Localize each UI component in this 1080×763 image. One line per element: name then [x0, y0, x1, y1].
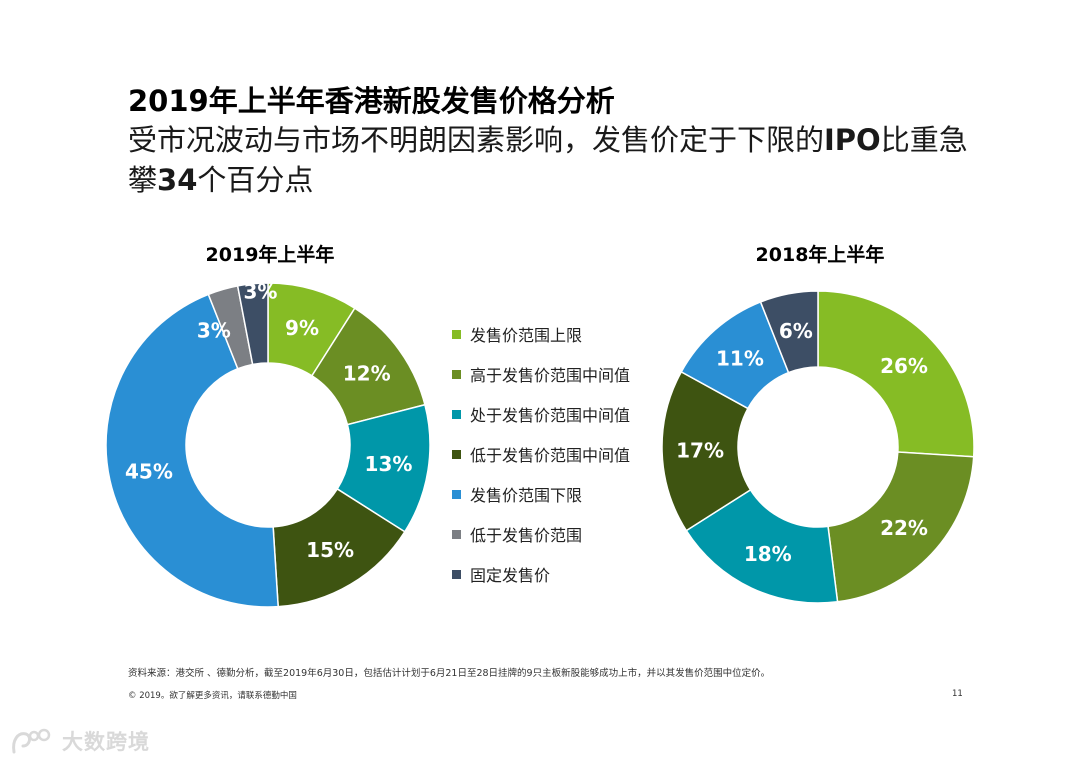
- legend-swatch: [452, 449, 461, 459]
- chart-2018-title: 2018年上半年: [755, 244, 885, 266]
- legend-label: 发售价范围上限: [470, 326, 583, 345]
- page-subtitle: 受市况波动与市场不明朗因素影响，发售价定于下限的IPO比重急攀34个百分点: [128, 120, 988, 200]
- watermark-text: 大数跨境: [62, 730, 150, 754]
- legend-item: 低于发售价范围中间值: [452, 434, 682, 474]
- donut-2018-label-3: 18%: [744, 542, 792, 566]
- subtitle-part1: 受市况波动与市场不明朗因素影响，发售价定于下限的: [128, 123, 825, 157]
- donut-2018-label-2: 22%: [880, 516, 928, 540]
- legend-label: 固定发售价: [470, 566, 551, 585]
- legend-swatch: [452, 489, 461, 499]
- footer-source: 资料来源：港交所 、德勤分析，截至2019年6月30日，包括估计计划于6月21日…: [128, 668, 771, 679]
- donut-2018-slice-4: [661, 370, 752, 532]
- donut-2019-label-7: 3%: [243, 280, 277, 304]
- donut-2018-label-5: 11%: [716, 346, 764, 370]
- subtitle-ipo: IPO: [824, 123, 881, 157]
- title-block: 2019年上半年香港新股发售价格分析 受市况波动与市场不明朗因素影响，发售价定于…: [128, 82, 1028, 200]
- legend-item: 发售价范围上限: [452, 314, 682, 354]
- legend: 发售价范围上限 高于发售价范围中间值 处于发售价范围中间值 低于发售价范围中间值…: [452, 314, 682, 594]
- subtitle-part2: 比重急攀: [128, 123, 968, 197]
- legend-swatch: [452, 329, 461, 339]
- donut-2019-slice-5: [105, 293, 279, 608]
- donut-2018-slice-6: [759, 290, 819, 374]
- legend-swatch: [452, 409, 461, 419]
- page-title: 2019年上半年香港新股发售价格分析: [128, 82, 1028, 120]
- legend-label: 高于发售价范围中间值: [470, 366, 631, 385]
- donut-2019-label-3: 13%: [365, 452, 413, 476]
- legend-item: 处于发售价范围中间值: [452, 394, 682, 434]
- watermark-logo-icon: [12, 728, 51, 754]
- legend-label: 低于发售价范围: [470, 526, 583, 545]
- donut-2018-slice-1: [817, 290, 975, 458]
- donut-2018-label-4: 17%: [676, 439, 724, 463]
- donut-2019-slice-7: [236, 282, 269, 366]
- donut-chart-2018: 26% 22% 18% 17% 11% 6%: [661, 290, 975, 604]
- legend-item: 低于发售价范围: [452, 514, 682, 554]
- title-text: 年上半年香港新股发售价格分析: [208, 84, 615, 118]
- legend-label: 发售价范围下限: [470, 486, 583, 505]
- title-year: 2019: [128, 84, 209, 118]
- legend-swatch: [452, 569, 461, 579]
- donut-2019-label-5: 45%: [125, 460, 173, 484]
- donut-2018-slice-2: [827, 451, 975, 603]
- donut-2019-label-4: 15%: [306, 538, 354, 562]
- donut-2018-label-1: 26%: [880, 354, 928, 378]
- subtitle-num: 34: [157, 163, 198, 197]
- legend-label: 低于发售价范围中间值: [470, 446, 631, 465]
- legend-label: 处于发售价范围中间值: [470, 406, 631, 425]
- legend-item: 发售价范围下限: [452, 474, 682, 514]
- watermark: 大数跨境: [10, 726, 150, 756]
- chart-2019-title: 2019年上半年: [205, 244, 335, 266]
- legend-item: 高于发售价范围中间值: [452, 354, 682, 394]
- donut-chart-2019: 9% 12% 13% 15% 45% 3% 3%: [105, 280, 431, 608]
- footer-copyright: © 2019。欲了解更多资讯，请联系德勤中国: [128, 691, 297, 701]
- subtitle-part3: 个百分点: [197, 163, 314, 197]
- donut-2018-label-6: 6%: [779, 319, 813, 343]
- donut-2019-label-2: 12%: [343, 361, 391, 385]
- legend-swatch: [452, 369, 461, 379]
- donut-2019-label-1: 9%: [285, 316, 319, 340]
- donut-2019-label-6: 3%: [197, 319, 231, 343]
- page-number: 11: [952, 689, 963, 699]
- legend-swatch: [452, 529, 461, 539]
- legend-item: 固定发售价: [452, 554, 682, 594]
